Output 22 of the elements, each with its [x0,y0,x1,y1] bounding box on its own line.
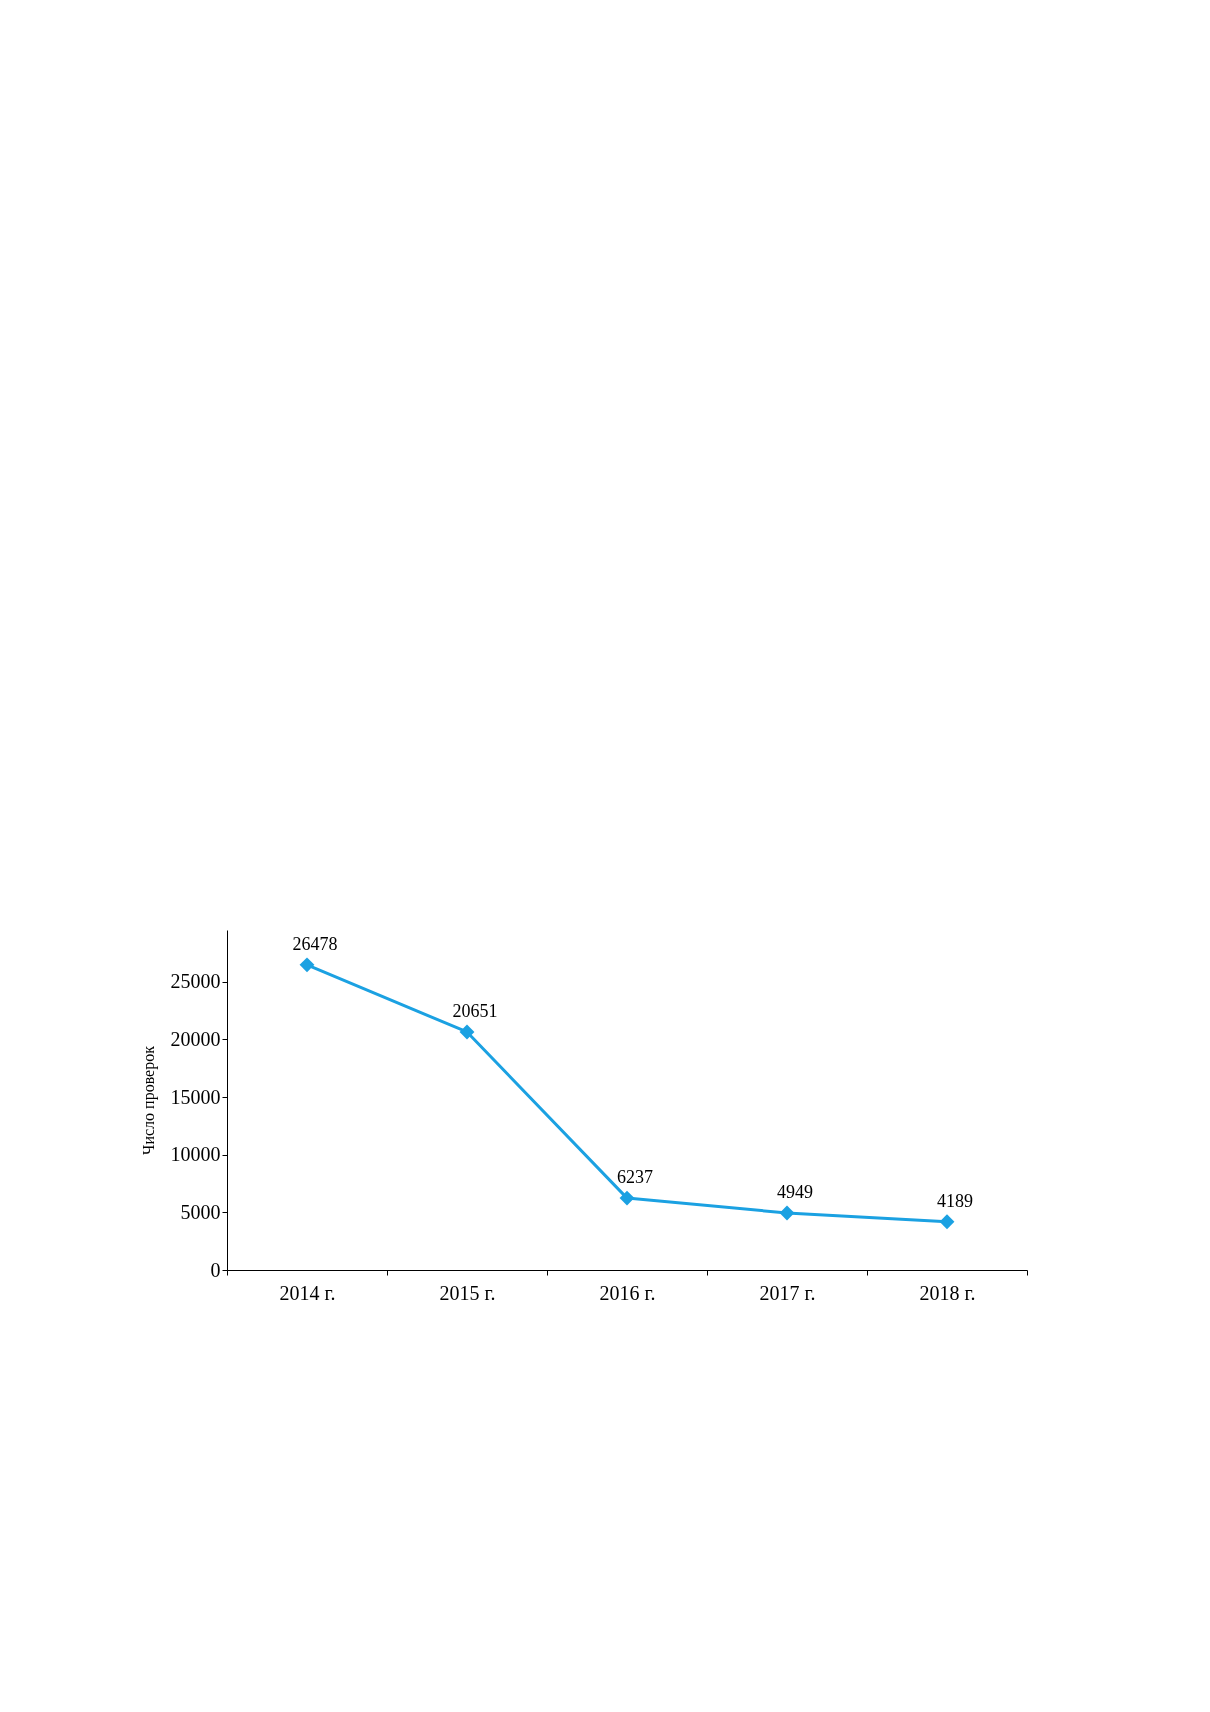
x-tick-label: 2017 г. [759,1281,816,1304]
x-tick-label: 2016 г. [599,1281,656,1304]
y-tick-label: 25000 [170,970,221,993]
y-axis-title: Число проверок [139,1045,158,1155]
y-tick-label: 20000 [170,1027,221,1050]
x-tick-label: 2014 г. [279,1281,336,1304]
x-tick-label: 2015 г. [439,1281,496,1304]
data-label: 26478 [292,933,338,954]
y-tick-label: 10000 [170,1143,221,1166]
point [619,1190,635,1206]
point [779,1205,795,1221]
point [939,1214,955,1230]
data-label: 20651 [452,1000,498,1021]
point [459,1024,475,1040]
y-tick-label: 0 [210,1258,221,1281]
y-tick-label: 5000 [180,1200,221,1223]
data-label: 4949 [777,1181,813,1202]
y-tick-label: 15000 [170,1085,221,1108]
data-label: 4189 [937,1190,973,1211]
point [299,957,315,973]
data-label: 6237 [617,1167,653,1188]
x-tick-label: 2018 г. [919,1281,976,1304]
